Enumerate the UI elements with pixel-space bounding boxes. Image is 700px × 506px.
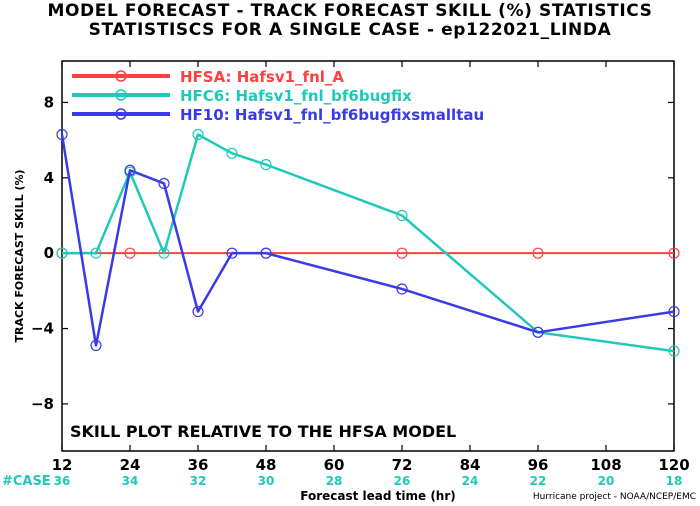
- case-count: 26: [394, 474, 411, 488]
- legend-label-hf10: HF10: Hafsv1_fnl_bf6bugfixsmalltau: [180, 106, 484, 124]
- y-tick-label: −4: [31, 320, 54, 338]
- case-count: 20: [598, 474, 615, 488]
- case-count: 18: [666, 474, 683, 488]
- x-tick-label: 36: [188, 456, 209, 474]
- y-tick-label: 4: [44, 169, 54, 187]
- chart-title: MODEL FORECAST - TRACK FORECAST SKILL (%…: [47, 1, 653, 21]
- x-tick-label: 60: [324, 456, 345, 474]
- case-count: 24: [462, 474, 479, 488]
- data-point-hfc6: [396, 209, 408, 222]
- data-point-hfc6: [260, 159, 272, 171]
- data-point-hfsa: [396, 247, 408, 259]
- data-point-hfsa: [668, 247, 680, 259]
- data-point-hf10: [668, 305, 680, 318]
- case-count: 22: [530, 474, 547, 488]
- data-point-hfc6: [56, 247, 68, 259]
- data-point-hfc6: [668, 345, 680, 357]
- x-tick-label: 120: [658, 456, 689, 474]
- data-point-hfc6: [226, 147, 238, 159]
- data-point-hf10: [124, 164, 136, 176]
- x-tick-label: 108: [590, 456, 621, 474]
- data-point-hf10: [396, 283, 408, 295]
- skill-annotation: SKILL PLOT RELATIVE TO THE HFSA MODEL: [70, 422, 456, 441]
- data-point-hf10: [56, 128, 68, 141]
- legend-marker-hfsa: [115, 70, 127, 82]
- case-count: 28: [326, 474, 343, 488]
- y-tick-label: 8: [44, 93, 54, 111]
- y-tick-label: 0: [44, 244, 54, 262]
- credit-text: Hurricane project - NOAA/NCEP/EMC: [532, 492, 696, 502]
- data-point-hf10: [226, 247, 238, 259]
- data-point-hfc6: [90, 247, 102, 259]
- series-line-hf10: [60, 134, 675, 347]
- legend-label-hfsa: HFSA: Hafsv1_fnl_A: [180, 68, 344, 86]
- x-tick-label: 72: [392, 456, 413, 474]
- chart-subtitle: STATISTISCS FOR A SINGLE CASE - ep122021…: [88, 20, 612, 40]
- x-tick-label: 12: [52, 456, 73, 474]
- data-point-hf10: [158, 177, 170, 190]
- data-point-hf10: [90, 339, 102, 352]
- y-tick-label: −8: [31, 395, 54, 413]
- case-count: 34: [122, 474, 139, 488]
- data-point-hfc6: [158, 247, 170, 259]
- data-point-hf10: [532, 326, 544, 338]
- case-count-label: #CASE: [2, 474, 51, 489]
- legend-label-hfc6: HFC6: Hafsv1_fnl_bf6bugfix: [180, 87, 412, 105]
- data-point-hfsa: [532, 247, 544, 259]
- legend-marker-hfc6: [115, 89, 127, 101]
- legend-marker-hf10: [115, 108, 127, 120]
- data-point-hfsa: [124, 247, 136, 259]
- data-point-hfc6: [192, 128, 204, 141]
- x-tick-label: 84: [460, 456, 481, 474]
- data-point-hf10: [192, 305, 204, 318]
- plot-area: [61, 60, 675, 452]
- x-tick-label: 24: [120, 456, 141, 474]
- series-line-hfc6: [62, 133, 675, 353]
- x-tick-label: 48: [256, 456, 277, 474]
- case-count: 32: [190, 474, 207, 488]
- case-count: 30: [258, 474, 275, 488]
- case-count: 36: [54, 474, 71, 488]
- x-tick-label: 96: [528, 456, 549, 474]
- x-axis-label: Forecast lead time (hr): [300, 489, 456, 503]
- y-axis-label: TRACK FORECAST SKILL (%): [13, 169, 26, 342]
- data-point-hf10: [260, 247, 272, 259]
